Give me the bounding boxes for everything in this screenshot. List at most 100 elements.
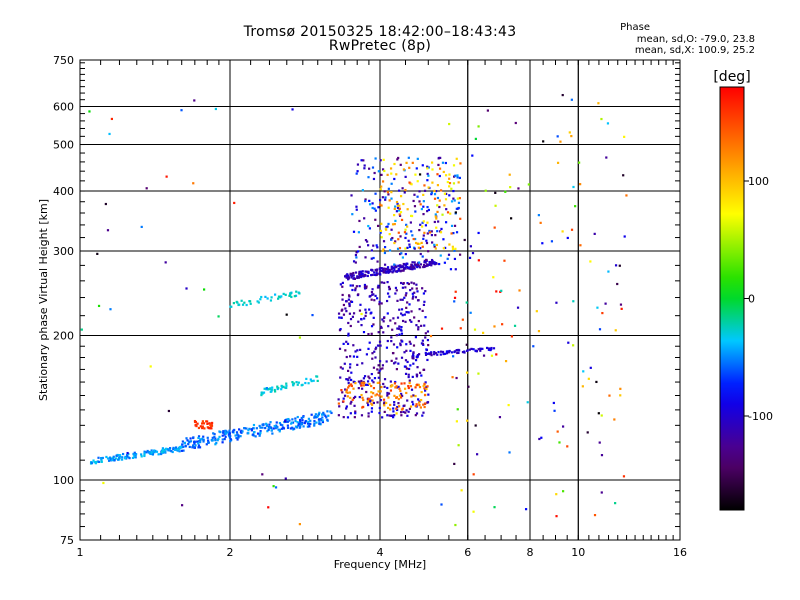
data-point [370,257,373,260]
x-tick-label: 6 [464,546,471,559]
data-point [313,424,316,427]
data-point [413,266,416,269]
data-point [209,423,212,427]
data-point [266,430,269,433]
data-point [427,208,430,212]
data-point [474,424,477,427]
data-point [272,485,275,488]
data-point [422,292,425,295]
data-point [374,209,377,212]
data-point [360,384,363,387]
data-point [125,453,129,457]
data-point [402,410,405,414]
data-point [415,373,419,376]
y-tick-label: 75 [60,534,74,547]
data-point [416,366,419,369]
data-point [100,458,103,461]
data-point [409,342,412,345]
data-point [207,441,210,444]
data-point [373,273,376,276]
data-point [274,390,277,393]
data-point [362,405,365,409]
data-point [312,379,315,382]
data-point [265,422,268,425]
data-point [351,272,354,276]
data-point [313,416,316,419]
data-point [273,388,276,392]
data-point [387,187,390,190]
data-point [218,430,221,433]
data-point [418,173,422,176]
data-point [211,421,214,425]
data-point [339,366,342,369]
data-point [259,298,262,301]
data-point [395,334,398,337]
data-point [444,352,447,355]
data-point [393,394,396,397]
data-point [430,161,434,164]
data-point [351,284,355,287]
data-point [356,170,359,173]
data-point [442,170,445,174]
data-point [444,221,448,224]
data-point [189,440,193,443]
data-point [252,431,256,434]
data-point [383,385,386,388]
data-point [433,243,436,246]
data-point [397,402,400,405]
data-point [369,399,372,402]
data-point [406,399,409,402]
data-point [351,288,354,292]
data-point [455,157,458,160]
data-point [179,445,182,449]
data-point [426,172,429,176]
data-point [537,214,540,217]
data-point [364,199,367,203]
data-point [400,218,404,222]
data-point [178,450,181,453]
data-point [555,515,558,518]
data-point [347,332,350,335]
data-point [420,241,423,245]
data-point [347,294,351,297]
data-point [372,256,375,260]
data-point [188,441,191,444]
data-point [410,214,414,218]
data-point [392,266,395,270]
data-point [397,385,400,389]
data-point [438,262,441,266]
data-point [446,257,449,260]
data-point [456,176,459,179]
data-point [395,289,398,292]
data-point [422,411,425,414]
data-point [116,458,120,461]
data-point [398,405,401,408]
data-point [412,394,415,397]
data-point [362,330,366,334]
data-point [465,371,469,374]
data-point [283,420,287,423]
data-point [284,386,287,389]
data-point [458,253,462,256]
data-point [414,414,417,417]
data-point [361,189,364,192]
data-point [390,336,393,339]
data-point [374,157,377,160]
data-point [425,348,428,351]
data-point [355,172,358,175]
data-point [381,249,384,252]
data-point [296,383,299,386]
y-tick-label: 400 [53,185,74,198]
data-point [288,419,291,422]
data-point [298,426,301,429]
data-point [321,420,325,424]
data-point [424,351,427,355]
data-point [275,424,278,427]
data-point [277,297,280,300]
data-point [377,206,380,209]
data-point [354,350,357,353]
data-point [97,460,101,463]
data-point [391,223,395,226]
data-point [408,340,411,343]
data-point [431,260,434,263]
